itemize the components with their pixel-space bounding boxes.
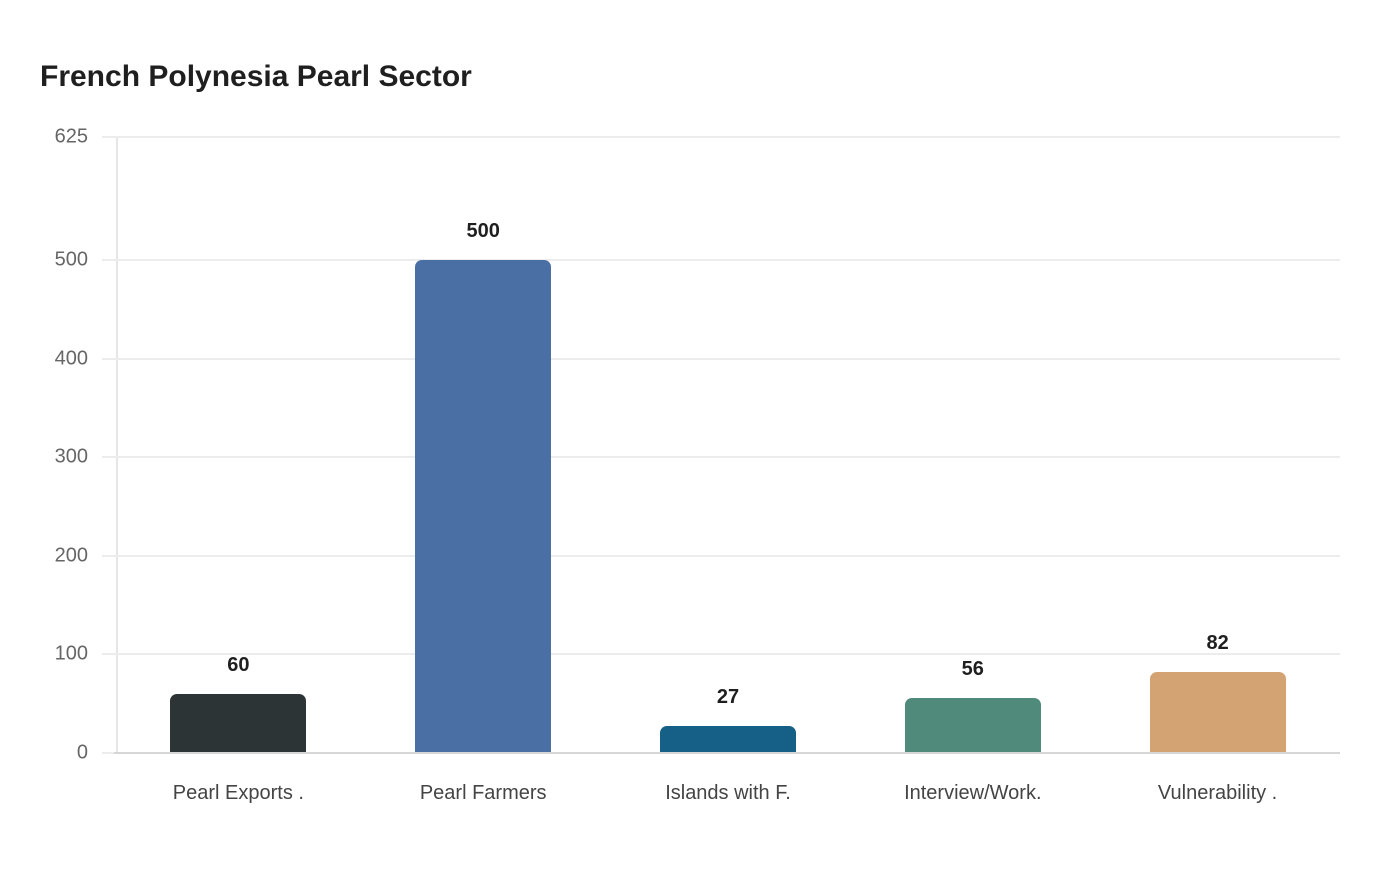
plot-area: 0 100 200 300 400 500 625 60 Pearl Exports . 500 P… <box>55 126 1340 804</box>
gridline <box>102 136 1340 138</box>
bar-value-label: 56 <box>961 657 984 680</box>
y-tick-label: 300 <box>54 445 88 468</box>
y-tick-label: 100 <box>54 642 88 665</box>
gridline <box>102 259 1340 262</box>
x-tick-label: Pearl Exports . <box>172 782 304 804</box>
bar-islands-with-f[interactable] <box>660 726 796 753</box>
tick-mark <box>102 752 116 754</box>
y-tick-label: 0 <box>76 741 88 764</box>
gridline <box>102 653 1340 656</box>
x-tick-label: Interview/Work. <box>904 782 1042 804</box>
bar-vulnerability[interactable] <box>1149 672 1286 753</box>
y-tick-label: 400 <box>54 347 88 370</box>
y-tick-label: 500 <box>54 248 88 271</box>
y-axis-line <box>116 137 118 753</box>
bar-value-label: 60 <box>227 653 250 676</box>
y-tick-label: 200 <box>54 544 88 567</box>
gridline <box>102 357 1340 360</box>
bar-value-label: 500 <box>466 220 500 243</box>
y-tick-label: 625 <box>54 125 88 148</box>
chart-title: French Polynesia Pearl Sector <box>40 60 472 93</box>
bar-pearl-farmers[interactable] <box>415 260 552 753</box>
x-tick-label: Islands with F. <box>665 782 791 804</box>
x-tick-label: Pearl Farmers <box>419 782 547 804</box>
x-tick-label: Vulnerability . <box>1157 782 1278 804</box>
bar-pearl-exports[interactable] <box>170 693 307 753</box>
gridline <box>102 554 1340 557</box>
x-axis-line <box>114 752 1340 754</box>
bar-value-label: 82 <box>1206 632 1229 655</box>
gridline <box>102 456 1340 459</box>
bar-interview-work[interactable] <box>904 697 1041 753</box>
bar-value-label: 27 <box>716 686 740 709</box>
